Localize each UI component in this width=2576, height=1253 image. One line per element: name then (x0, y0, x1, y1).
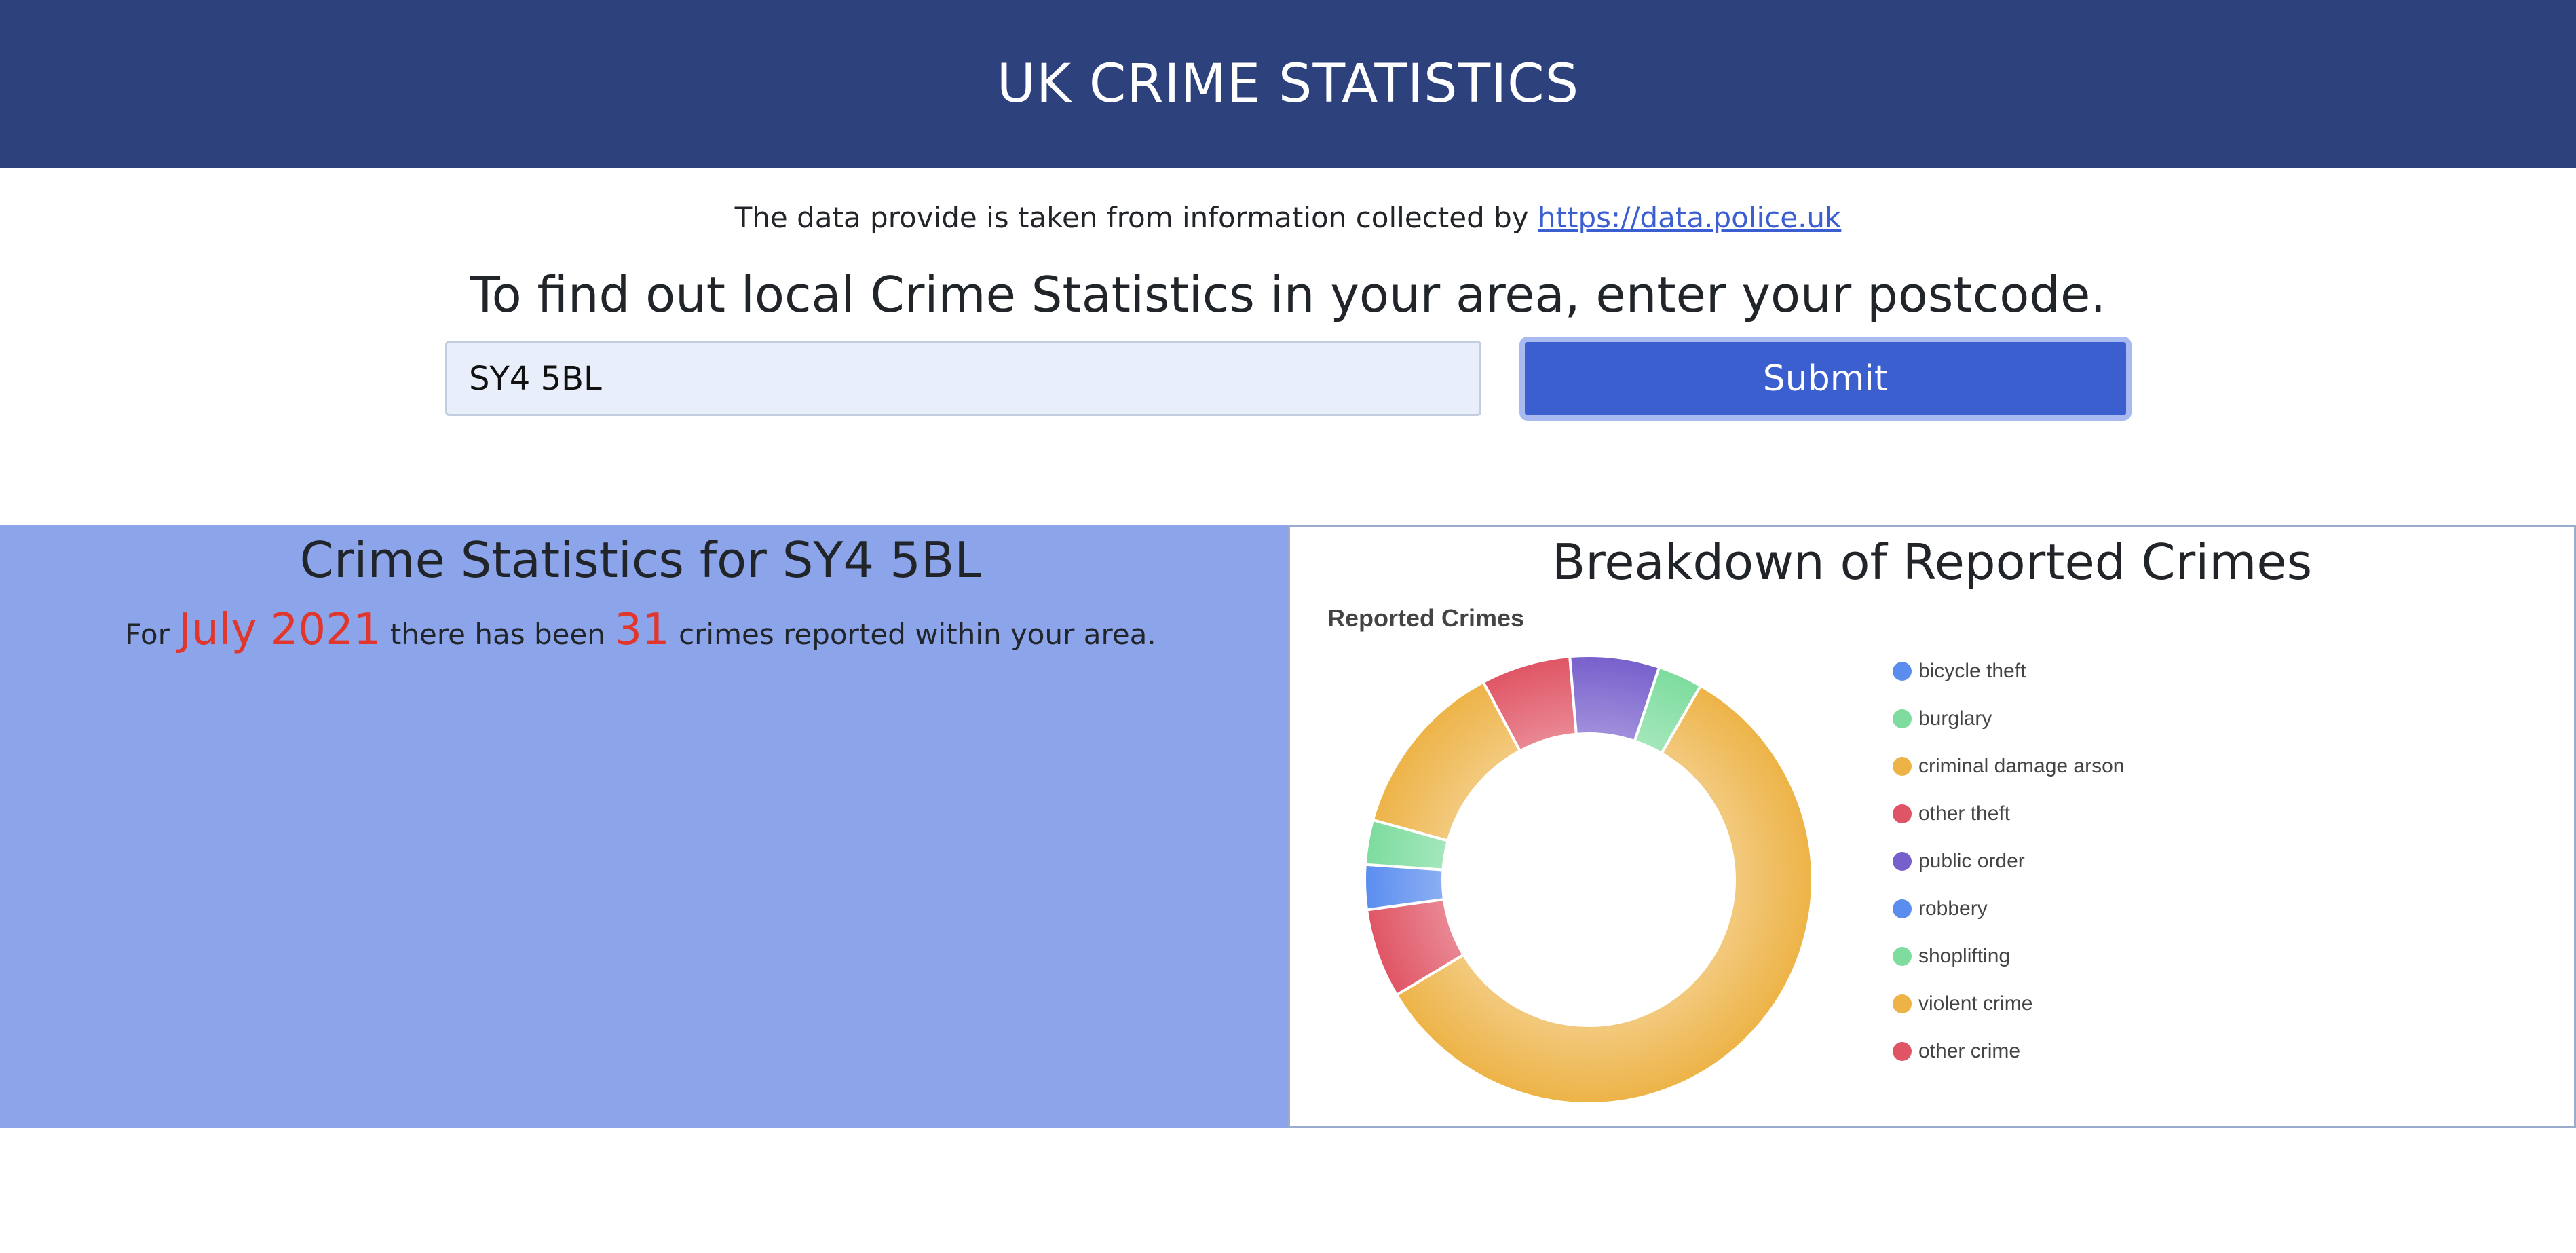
legend-item[interactable]: other theft (1893, 790, 2124, 838)
legend-item[interactable]: robbery (1893, 885, 2124, 933)
postcode-input[interactable] (445, 341, 1481, 416)
legend-swatch (1893, 899, 1912, 918)
data-source-note: The data provide is taken from informati… (0, 201, 2576, 234)
summary-count: 31 (614, 605, 670, 655)
breakdown-panel: Breakdown of Reported Crimes Reported Cr… (1288, 525, 2576, 1128)
legend-label: public order (1918, 850, 2025, 872)
page-header: UK CRIME STATISTICS (0, 0, 2576, 168)
legend-item[interactable]: criminal damage arson (1893, 743, 2124, 790)
legend-swatch (1893, 662, 1912, 681)
legend-label: other theft (1918, 802, 2011, 825)
postcode-prompt: To find out local Crime Statistics in yo… (470, 266, 2106, 323)
slice-violent-crime[interactable] (1395, 684, 1814, 1105)
legend-label: shoplifting (1918, 945, 2011, 967)
legend-label: criminal damage arson (1918, 755, 2125, 777)
legend-label: burglary (1918, 707, 1992, 730)
legend-swatch (1893, 804, 1912, 823)
summary-prefix: For (125, 618, 170, 651)
breakdown-heading: Breakdown of Reported Crimes (1551, 534, 2313, 591)
legend-item[interactable]: public order (1893, 838, 2124, 885)
legend-label: bicycle theft (1918, 660, 2026, 682)
legend-swatch (1893, 1042, 1912, 1061)
donut-chart[interactable] (1358, 649, 1819, 1110)
submit-button[interactable]: Submit (1519, 337, 2132, 421)
legend-swatch (1893, 947, 1912, 966)
stats-summary: For July 2021 there has been 31 crimes r… (0, 605, 1281, 655)
legend-item[interactable]: bicycle theft (1893, 648, 2124, 695)
chart-legend: bicycle theft burglary criminal damage ars… (1893, 648, 2124, 1075)
summary-month: July 2021 (178, 605, 381, 655)
site-title: UK CRIME STATISTICS (996, 54, 1580, 115)
legend-label: violent crime (1918, 992, 2033, 1015)
slice-burglary[interactable] (1633, 665, 1703, 755)
legend-item[interactable]: violent crime (1893, 980, 2124, 1028)
summary-middle: there has been (390, 618, 605, 651)
legend-item[interactable]: shoplifting (1893, 933, 2124, 980)
legend-swatch (1893, 757, 1912, 776)
legend-swatch (1893, 852, 1912, 871)
legend-swatch (1893, 994, 1912, 1013)
crime-stats-panel: Crime Statistics for SY4 5BL For July 20… (0, 525, 1288, 1128)
source-text: The data provide is taken from informati… (734, 201, 1538, 234)
stats-heading: Crime Statistics for SY4 5BL (299, 531, 982, 588)
chart-title: Reported Crimes (1327, 604, 1525, 632)
legend-item[interactable]: other crime (1893, 1028, 2124, 1075)
legend-swatch (1893, 709, 1912, 728)
summary-suffix: crimes reported within your area. (679, 618, 1156, 651)
source-link[interactable]: https://data.police.uk (1537, 201, 1842, 234)
legend-label: robbery (1918, 897, 1988, 920)
legend-item[interactable]: burglary (1893, 695, 2124, 743)
legend-label: other crime (1918, 1040, 2021, 1062)
